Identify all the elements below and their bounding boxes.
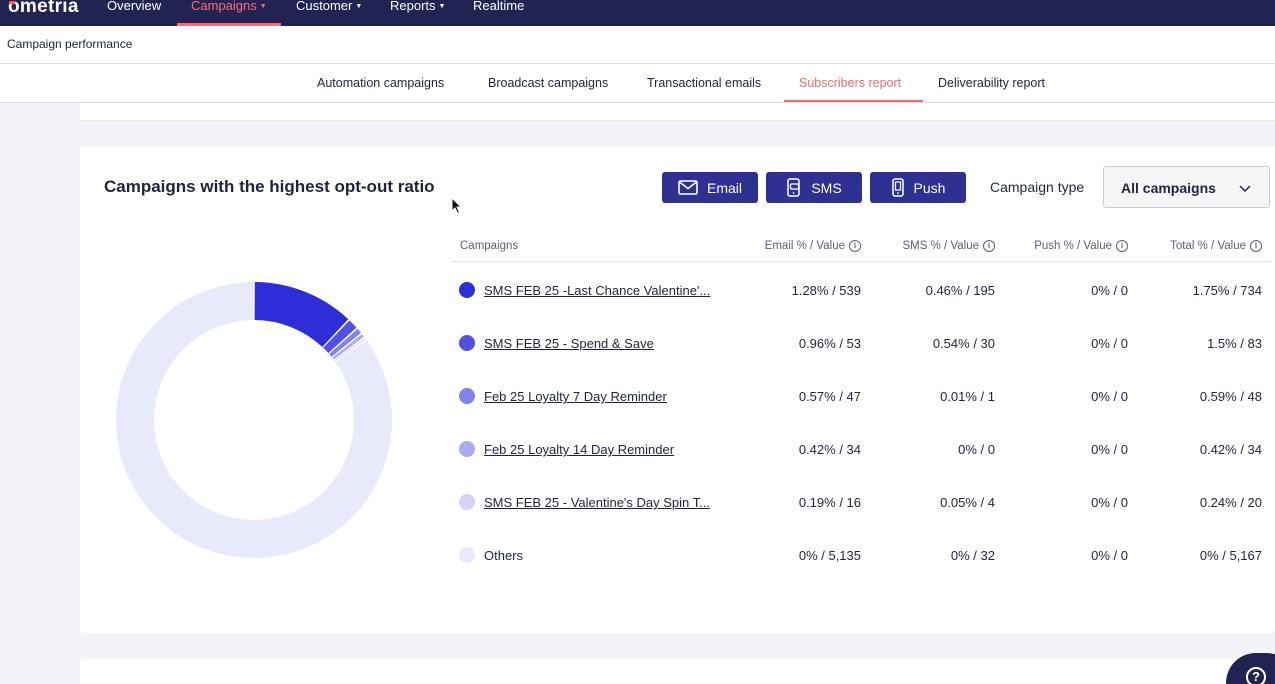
tab-deliverability-report[interactable]: Deliverability report — [938, 76, 1045, 90]
email-value: 0.42% / 34 — [798, 442, 861, 457]
tab-automation-campaigns[interactable]: Automation campaigns — [317, 76, 445, 90]
nav-campaigns[interactable]: Campaigns ▼ — [191, 0, 267, 13]
email-channel-button[interactable]: Email — [662, 172, 758, 203]
legend-dot — [459, 547, 475, 563]
table-row: SMS FEB 25 -Last Chance Valentine'... 1.… — [451, 282, 1271, 335]
table-row: SMS FEB 25 - Valentine's Day Spin T... 0… — [451, 494, 1271, 547]
header-sms: SMS % / Value i — [903, 240, 995, 252]
push-value: 0% / 0 — [1091, 548, 1128, 563]
campaign-link[interactable]: Feb 25 Loyalty 14 Day Reminder — [484, 442, 675, 457]
report-tabs: Automation campaigns Broadcast campaigns… — [0, 64, 1275, 103]
push-value: 0% / 0 — [1091, 495, 1128, 510]
nav-reports[interactable]: Reports ▼ — [390, 0, 446, 13]
sms-value: 0.54% / 30 — [932, 336, 995, 351]
mouse-cursor-icon — [451, 197, 463, 215]
total-value: 0.24% / 20 — [1199, 495, 1262, 510]
header-push: Push % / Value i — [1034, 240, 1128, 252]
mobile-phone-icon — [891, 178, 904, 197]
campaign-link[interactable]: Feb 25 Loyalty 7 Day Reminder — [484, 389, 667, 404]
table-row: Feb 25 Loyalty 7 Day Reminder 0.57% / 47… — [451, 388, 1271, 441]
caret-down-icon: ▼ — [259, 3, 267, 10]
campaign-link[interactable]: SMS FEB 25 - Spend & Save — [484, 336, 654, 351]
push-value: 0% / 0 — [1091, 442, 1128, 457]
sms-value: 0% / 32 — [950, 548, 995, 563]
total-value: 1.5% / 83 — [1207, 336, 1262, 351]
tab-transactional-emails[interactable]: Transactional emails — [647, 76, 762, 90]
next-card — [80, 659, 1275, 684]
donut-slice-1[interactable] — [323, 320, 357, 354]
active-nav-indicator — [177, 23, 281, 26]
table-row: Others 0% / 5,135 0% / 32 0% / 0 0% / 5,… — [451, 547, 1271, 600]
sms-value: 0.46% / 195 — [925, 283, 995, 298]
campaign-type-label: Campaign type — [990, 179, 1085, 195]
sms-value: 0.05% / 4 — [940, 495, 995, 510]
total-value: 1.75% / 734 — [1192, 283, 1262, 298]
push-channel-button[interactable]: Push — [870, 172, 966, 203]
previous-card — [80, 103, 1275, 121]
opt-out-card: Campaigns with the highest opt-out ratio… — [80, 146, 1275, 633]
legend-dot — [459, 388, 475, 404]
info-icon[interactable]: i — [1116, 240, 1128, 252]
help-icon: ? — [1246, 667, 1266, 684]
active-tab-indicator — [784, 100, 923, 102]
ometria-logo[interactable]: ometria — [8, 0, 79, 17]
envelope-icon — [678, 180, 698, 195]
header-campaigns: Campaigns — [460, 240, 519, 252]
legend-dot — [459, 494, 475, 510]
logo-accent — [9, 1, 15, 4]
sms-value: 0.01% / 1 — [940, 389, 995, 404]
tab-subscribers-report[interactable]: Subscribers report — [799, 76, 902, 90]
tab-broadcast-campaigns[interactable]: Broadcast campaigns — [488, 76, 609, 90]
info-icon[interactable]: i — [849, 240, 861, 252]
breadcrumb: Campaign performance — [7, 37, 133, 51]
total-value: 0% / 5,167 — [1199, 548, 1262, 563]
push-value: 0% / 0 — [1091, 389, 1128, 404]
donut-slice-4[interactable] — [334, 337, 366, 362]
sms-channel-button[interactable]: SMS — [766, 172, 862, 203]
top-nav: ometria Overview Campaigns ▼ Customer ▼ Re… — [0, 0, 1275, 26]
chevron-down-icon — [1239, 185, 1251, 193]
push-value: 0% / 0 — [1091, 336, 1128, 351]
header-total: Total % / Value i — [1170, 240, 1262, 252]
card-title: Campaigns with the highest opt-out ratio — [104, 177, 435, 196]
sms-phone-icon — [787, 178, 801, 197]
info-icon[interactable]: i — [983, 240, 995, 252]
campaign-link[interactable]: SMS FEB 25 -Last Chance Valentine'... — [484, 283, 711, 298]
help-button[interactable]: ? — [1226, 653, 1275, 684]
sms-value: 0% / 0 — [958, 442, 995, 457]
campaign-link[interactable]: SMS FEB 25 - Valentine's Day Spin T... — [484, 495, 710, 510]
caret-down-icon: ▼ — [355, 3, 363, 10]
campaign-name: Others — [484, 548, 524, 563]
header-email: Email % / Value i — [765, 240, 861, 252]
donut-slice-0[interactable] — [254, 282, 349, 347]
caret-down-icon: ▼ — [438, 3, 446, 10]
email-value: 1.28% / 539 — [791, 283, 861, 298]
total-value: 0.42% / 34 — [1199, 442, 1262, 457]
push-button-label: Push — [913, 179, 946, 196]
total-value: 0.59% / 48 — [1199, 389, 1262, 404]
email-value: 0.96% / 53 — [798, 336, 861, 351]
nav-realtime[interactable]: Realtime — [473, 0, 525, 13]
table-row: SMS FEB 25 - Spend & Save 0.96% / 53 0.5… — [451, 335, 1271, 388]
campaign-type-value: All campaigns — [1121, 180, 1216, 196]
email-value: 0.19% / 16 — [798, 495, 861, 510]
breadcrumb-bar: Campaign performance — [0, 26, 1275, 64]
push-value: 0% / 0 — [1091, 283, 1128, 298]
email-button-label: Email — [706, 179, 742, 196]
header-divider — [451, 261, 1271, 262]
legend-dot — [459, 282, 475, 298]
opt-out-donut-chart — [116, 282, 392, 558]
email-value: 0.57% / 47 — [798, 389, 861, 404]
table-row: Feb 25 Loyalty 14 Day Reminder 0.42% / 3… — [451, 441, 1271, 494]
donut-slice-2[interactable] — [329, 328, 361, 357]
campaign-type-select[interactable]: All campaigns — [1103, 166, 1270, 208]
nav-customer[interactable]: Customer ▼ — [296, 0, 363, 13]
info-icon[interactable]: i — [1250, 240, 1262, 252]
sms-button-label: SMS — [811, 179, 842, 196]
legend-dot — [459, 441, 475, 457]
nav-overview[interactable]: Overview — [107, 0, 162, 13]
legend-dot — [459, 335, 475, 351]
donut-slice-3[interactable] — [332, 334, 364, 360]
email-value: 0% / 5,135 — [798, 548, 861, 563]
